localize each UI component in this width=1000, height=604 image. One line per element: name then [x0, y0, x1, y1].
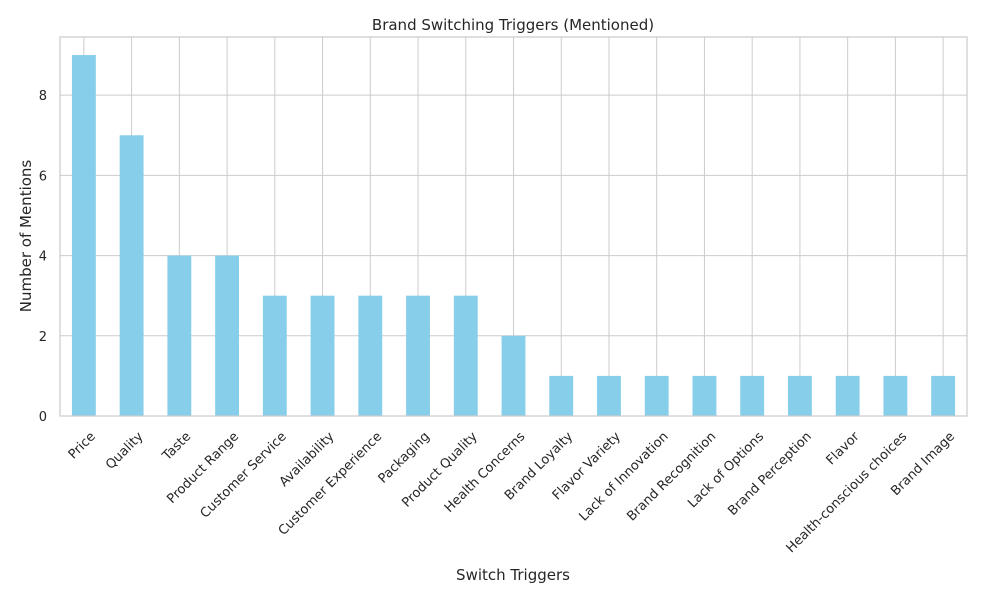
- x-tick-label: Flavor: [824, 429, 863, 468]
- x-tick-label: Health Concerns: [442, 429, 529, 516]
- y-tick-label: 2: [39, 330, 47, 345]
- bar: [358, 295, 383, 416]
- bar: [883, 375, 908, 416]
- x-tick-label: Customer Service: [198, 429, 290, 521]
- bar: [644, 375, 669, 416]
- bar: [692, 375, 717, 416]
- bar: [501, 335, 526, 416]
- axes-frame: [59, 36, 968, 417]
- bar: [835, 375, 860, 416]
- bar: [740, 375, 765, 416]
- x-tick-label: Taste: [159, 429, 194, 464]
- bar: [549, 375, 574, 416]
- y-tick-label: 0: [39, 410, 47, 425]
- y-tick-label: 6: [39, 169, 47, 184]
- bar: [597, 375, 621, 416]
- bar: [167, 255, 192, 416]
- bar: [931, 375, 956, 416]
- x-tick-label: Brand Perception: [725, 429, 815, 519]
- x-tick-label: Lack of Innovation: [576, 429, 671, 524]
- chart-title: Brand Switching Triggers (Mentioned): [372, 16, 654, 34]
- y-axis-label: Number of Mentions: [17, 160, 35, 313]
- bars-layer: [71, 55, 956, 417]
- x-tick-label: Quality: [103, 429, 147, 473]
- bar: [787, 375, 812, 416]
- bar: [71, 55, 96, 417]
- x-tick-label: Price: [66, 429, 99, 462]
- bar: [406, 295, 430, 416]
- bar: [262, 295, 287, 416]
- y-tick-label: 4: [39, 250, 47, 265]
- x-axis-label: Switch Triggers: [456, 566, 570, 584]
- x-tick-label: Brand Recognition: [624, 429, 719, 524]
- y-tick-labels: 0 2 4 6 8: [39, 89, 47, 425]
- bar: [119, 135, 144, 416]
- y-tick-label: 8: [39, 89, 47, 104]
- bar: [310, 295, 335, 416]
- bar: [453, 295, 478, 416]
- bar: [215, 255, 240, 416]
